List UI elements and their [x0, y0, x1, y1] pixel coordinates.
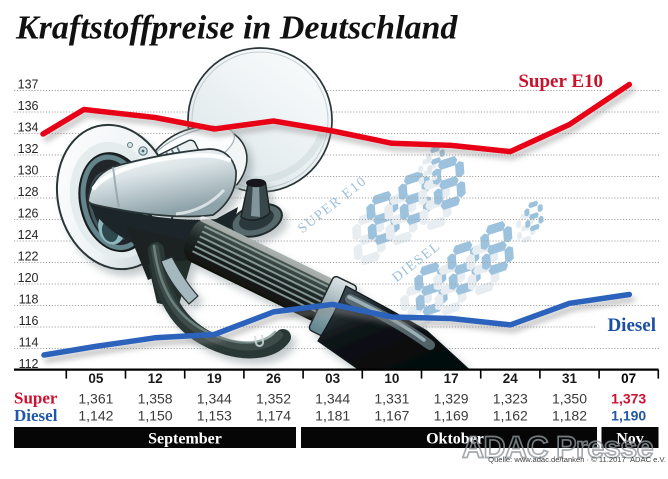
svg-text:1,142: 1,142 [78, 408, 113, 424]
svg-text:1,182: 1,182 [552, 408, 587, 424]
svg-text:1,150: 1,150 [138, 408, 173, 424]
svg-text:1,344: 1,344 [197, 390, 232, 406]
svg-text:128: 128 [18, 185, 39, 199]
svg-text:1,352: 1,352 [256, 390, 291, 406]
svg-text:122: 122 [18, 250, 39, 264]
svg-text:114: 114 [19, 336, 39, 350]
svg-text:12: 12 [148, 371, 163, 386]
svg-text:116: 116 [19, 314, 39, 328]
svg-text:17: 17 [444, 371, 459, 386]
svg-text:26: 26 [266, 371, 282, 386]
svg-text:ADAC Presse: ADAC Presse [462, 431, 653, 465]
svg-text:124: 124 [18, 228, 39, 242]
svg-text:1,162: 1,162 [493, 408, 528, 424]
svg-text:Nov: Nov [616, 431, 644, 448]
svg-text:112: 112 [19, 357, 39, 371]
svg-text:Diesel: Diesel [607, 315, 656, 336]
svg-text:Oktober: Oktober [426, 431, 484, 448]
svg-text:1,331: 1,331 [374, 390, 409, 406]
svg-text:1,167: 1,167 [374, 408, 409, 424]
svg-text:1,350: 1,350 [552, 390, 587, 406]
svg-text:1,373: 1,373 [611, 390, 646, 406]
svg-text:137: 137 [18, 78, 39, 92]
svg-text:1,361: 1,361 [78, 390, 113, 406]
svg-text:1,329: 1,329 [434, 390, 469, 406]
svg-text:07: 07 [621, 371, 636, 386]
svg-text:1,174: 1,174 [256, 408, 291, 424]
svg-text:10: 10 [384, 371, 399, 386]
svg-text:03: 03 [325, 371, 341, 386]
svg-text:1,153: 1,153 [197, 408, 232, 424]
svg-text:1,344: 1,344 [315, 390, 350, 406]
svg-text:1,358: 1,358 [138, 390, 173, 406]
svg-text:31: 31 [562, 371, 578, 386]
svg-text:132: 132 [18, 142, 39, 156]
svg-text:Super E10: Super E10 [518, 71, 603, 92]
svg-text:136: 136 [18, 99, 39, 113]
svg-text:1,181: 1,181 [315, 408, 350, 424]
svg-text:19: 19 [207, 371, 222, 386]
svg-text:1,323: 1,323 [493, 390, 528, 406]
svg-text:Quelle: www.adac.de/tanken · ©: Quelle: www.adac.de/tanken · © 11.2017 A… [488, 455, 666, 464]
svg-text:134: 134 [18, 121, 39, 135]
svg-text:05: 05 [88, 371, 104, 386]
svg-text:130: 130 [18, 164, 39, 178]
svg-text:September: September [148, 431, 222, 448]
svg-text:1,190: 1,190 [611, 408, 646, 424]
svg-text:126: 126 [18, 207, 39, 221]
svg-text:1,169: 1,169 [434, 408, 469, 424]
svg-text:Kraftstoffpreise in Deutschlan: Kraftstoffpreise in Deutschland [15, 10, 458, 47]
svg-text:Super: Super [14, 389, 58, 408]
svg-text:118: 118 [19, 293, 39, 307]
svg-text:24: 24 [503, 371, 519, 386]
svg-text:Diesel: Diesel [14, 406, 58, 425]
svg-text:120: 120 [18, 271, 39, 285]
